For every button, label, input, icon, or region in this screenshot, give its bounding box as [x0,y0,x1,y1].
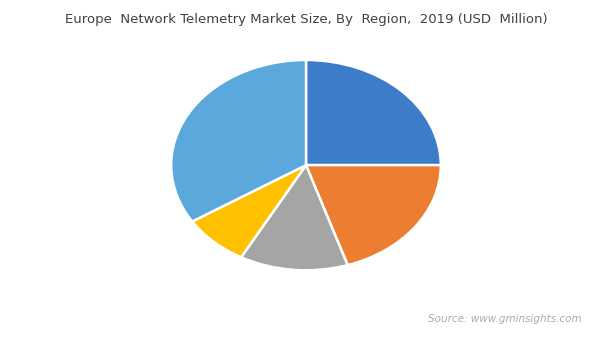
Wedge shape [306,165,441,265]
Text: Source: www.gminsights.com: Source: www.gminsights.com [428,313,581,324]
Wedge shape [192,165,306,257]
Wedge shape [306,60,441,165]
Wedge shape [241,165,348,270]
Wedge shape [171,60,306,221]
Text: Europe  Network Telemetry Market Size, By  Region,  2019 (USD  Million): Europe Network Telemetry Market Size, By… [65,13,547,27]
